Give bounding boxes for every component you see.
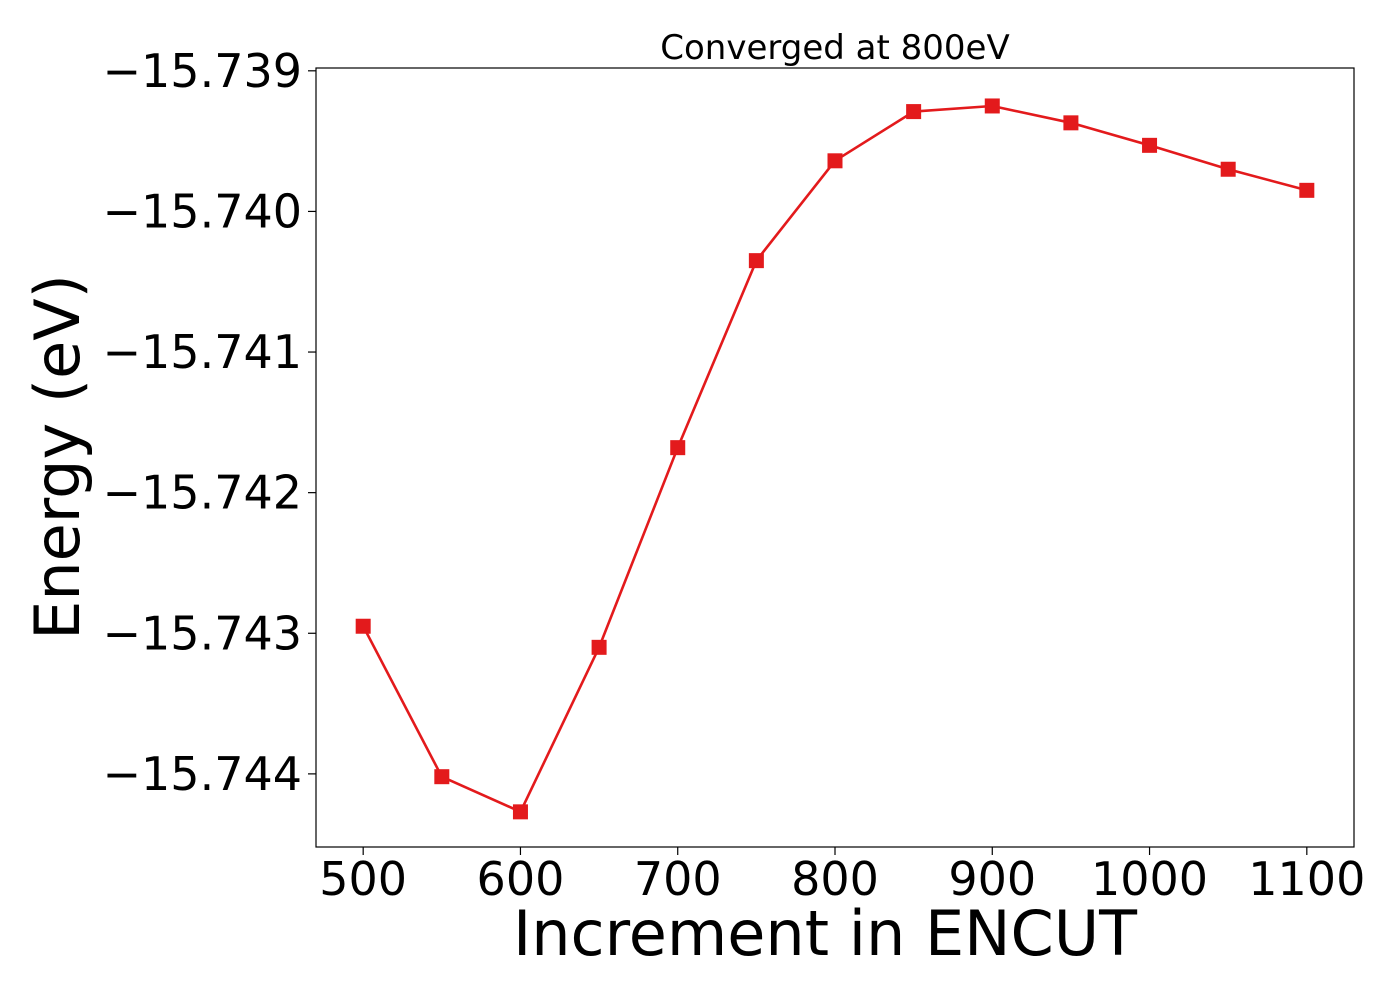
y-tick-label: −15.742 (103, 466, 303, 520)
data-point (355, 618, 371, 634)
y-tick-label: −15.741 (103, 325, 303, 379)
x-tick-label: 900 (948, 852, 1036, 906)
x-tick-label: 600 (477, 852, 565, 906)
data-point (1220, 161, 1236, 177)
x-tick-label: 500 (319, 852, 407, 906)
y-tick-label: −15.740 (103, 184, 303, 238)
x-tick-label: 1100 (1248, 852, 1365, 906)
data-point (827, 153, 843, 169)
data-point (1063, 115, 1079, 131)
data-point (906, 104, 922, 120)
plot-area (355, 98, 1315, 820)
data-point (591, 639, 607, 655)
y-axis: −15.744 −15.743 −15.742 −15.741 −15.740 −15.7… (103, 44, 316, 801)
data-point (434, 769, 450, 785)
x-tick-label: 1000 (1091, 852, 1208, 906)
data-point (1142, 137, 1158, 153)
y-tick-label: −15.739 (103, 44, 303, 98)
data-point (1299, 182, 1315, 198)
y-tick-label: −15.744 (103, 747, 303, 801)
x-tick-label: 800 (791, 852, 879, 906)
data-point (512, 804, 528, 820)
x-tick-label: 700 (634, 852, 722, 906)
data-point (748, 253, 764, 269)
y-axis-label: Energy (eV) (21, 274, 94, 640)
chart-title: Converged at 800eV (660, 28, 1009, 68)
x-axis-label: Increment in ENCUT (513, 897, 1138, 970)
series-line (362, 104, 1308, 814)
x-axis: 500 600 700 800 900 1000 1100 (319, 847, 1365, 906)
y-tick-label: −15.743 (103, 606, 303, 660)
data-point (670, 440, 686, 456)
axes-frame (315, 67, 1355, 848)
data-point (984, 98, 1000, 114)
